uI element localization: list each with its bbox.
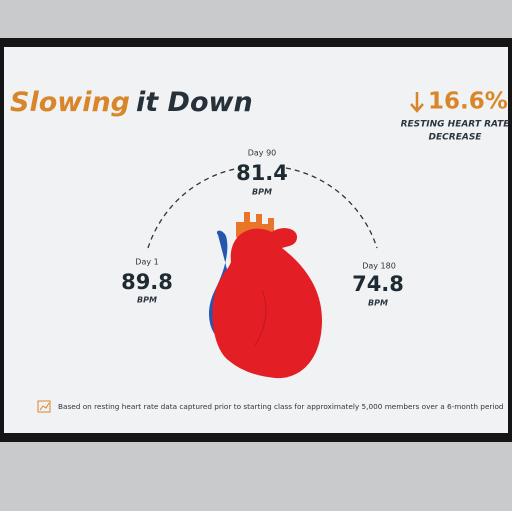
- day-label: Day 1: [135, 258, 158, 267]
- title-rest: it Down: [136, 87, 253, 118]
- footnote: Based on resting heart rate data capture…: [58, 402, 504, 411]
- heart-body: [212, 228, 322, 379]
- day-label: Day 90: [248, 149, 277, 158]
- bpm-value: 74.8: [352, 272, 404, 296]
- title: Slowing it Down: [10, 87, 253, 118]
- arc: [285, 167, 378, 249]
- stat-value: 16.6%: [428, 89, 508, 115]
- day-label: Day 180: [362, 262, 396, 271]
- stat-caption: DECREASE: [429, 133, 483, 143]
- bpm-value: 81.4: [236, 161, 288, 185]
- stat-caption: RESTING HEART RATE: [401, 120, 511, 130]
- title-highlight: Slowing: [10, 87, 130, 118]
- heart-line: [254, 289, 267, 346]
- chart-icon: [37, 400, 51, 413]
- bpm-unit: BPM: [252, 188, 272, 197]
- arc: [147, 167, 241, 249]
- bpm-unit: BPM: [368, 299, 388, 308]
- down-arrow: [410, 92, 424, 113]
- bpm-value: 89.8: [121, 270, 173, 294]
- heart: [208, 212, 322, 379]
- bpm-unit: BPM: [137, 296, 157, 305]
